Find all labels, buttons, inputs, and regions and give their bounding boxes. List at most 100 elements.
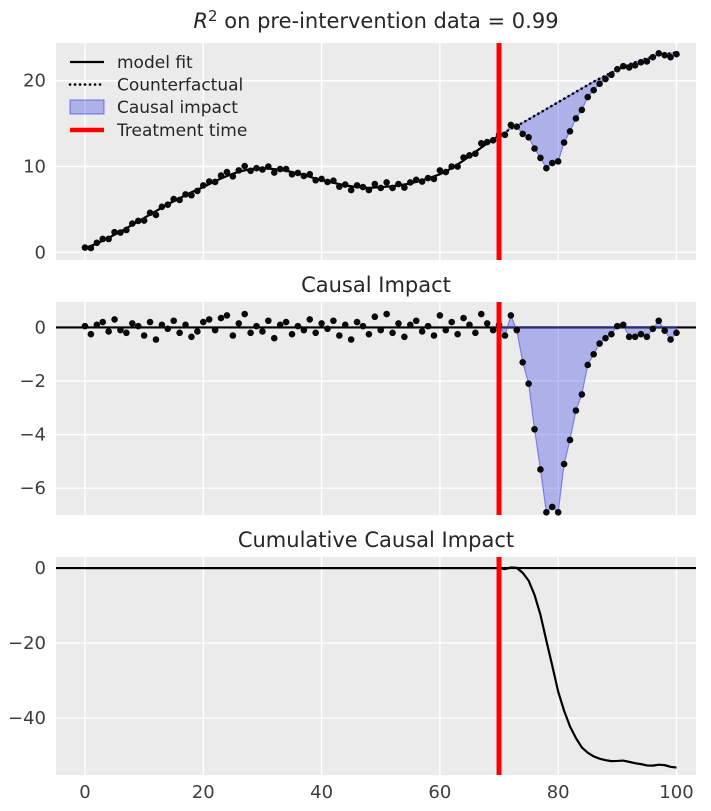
impact-point — [158, 321, 166, 329]
impact-point — [129, 320, 136, 327]
impact-point — [93, 321, 101, 329]
impact-point — [182, 321, 189, 329]
observed-point — [211, 178, 219, 186]
impact-point — [164, 325, 172, 333]
impact-point — [661, 327, 668, 334]
observed-point — [341, 181, 349, 188]
observed-point — [330, 177, 337, 184]
observed-point — [548, 159, 556, 167]
panel-3: 0 −20 −40 0 20 40 60 80 100 — [8, 557, 696, 803]
observed-point — [649, 53, 657, 61]
impact-point — [619, 321, 627, 329]
impact-point — [134, 322, 142, 330]
impact-point — [205, 316, 213, 323]
y-tick-label: 0 — [35, 558, 46, 579]
observed-point — [525, 134, 532, 141]
observed-point — [194, 187, 201, 195]
observed-point — [655, 49, 663, 57]
impact-point — [483, 320, 491, 327]
observed-point — [105, 235, 112, 243]
impact-point — [442, 326, 450, 334]
observed-point — [442, 168, 450, 176]
observed-point — [324, 178, 331, 186]
impact-point — [176, 329, 183, 337]
y-tick-label: 0 — [35, 317, 46, 338]
impact-point — [265, 317, 272, 325]
impact-point — [519, 358, 526, 366]
panel-2: 0 −2 −4 −6 — [19, 302, 696, 516]
observed-point — [637, 58, 645, 66]
observed-point — [259, 166, 266, 173]
counterfactual-line — [497, 51, 678, 137]
legend-label: Treatment time — [116, 121, 247, 141]
impact-point — [259, 328, 266, 335]
impact-point — [424, 322, 432, 330]
observed-point — [625, 64, 633, 71]
impact-point — [655, 317, 663, 325]
impact-point — [554, 509, 562, 516]
impact-point — [341, 321, 349, 329]
observed-point — [182, 191, 189, 198]
observed-point — [424, 174, 432, 182]
x-tick-label: 20 — [192, 782, 215, 803]
impact-point — [501, 332, 509, 339]
impact-point — [436, 312, 444, 319]
observed-point — [99, 235, 107, 243]
observed-point — [276, 165, 284, 173]
impact-point — [330, 317, 337, 325]
observed-point — [572, 115, 580, 122]
observed-point — [477, 140, 485, 147]
impact-point — [371, 313, 379, 321]
impact-point — [229, 332, 237, 339]
impact-point — [596, 340, 603, 347]
impact-point — [631, 333, 639, 341]
legend-label: model fit — [117, 53, 193, 73]
impact-point — [353, 318, 361, 326]
observed-point — [519, 130, 526, 138]
impact-point — [105, 328, 112, 335]
observed-point — [164, 201, 172, 208]
observed-point — [265, 163, 272, 170]
impact-point — [472, 329, 479, 337]
observed-point — [241, 162, 248, 170]
observed-point — [288, 170, 296, 178]
x-tick-label: 100 — [659, 782, 693, 803]
impact-point — [584, 361, 592, 369]
observed-point — [466, 152, 473, 159]
y-tick-label: −6 — [19, 478, 46, 499]
y-tick-label: −40 — [8, 708, 46, 729]
observed-point — [270, 169, 278, 176]
r-superscript: 2 — [208, 7, 218, 25]
impact-point — [649, 325, 657, 333]
observed-point — [566, 128, 574, 135]
impact-point — [608, 330, 615, 338]
observed-point — [217, 172, 225, 179]
observed-point — [507, 121, 515, 129]
observed-point — [306, 170, 314, 178]
observed-point — [223, 168, 231, 176]
observed-point — [117, 229, 124, 236]
impact-point — [288, 330, 296, 338]
impact-point — [123, 329, 130, 337]
impact-point — [87, 330, 95, 338]
observed-point — [436, 167, 444, 174]
legend-label: Counterfactual — [117, 76, 243, 96]
impact-point — [507, 312, 515, 319]
observed-point — [81, 244, 89, 251]
impact-point — [430, 332, 438, 339]
observed-point — [123, 226, 130, 234]
impact-point — [572, 407, 580, 414]
observed-point — [229, 173, 237, 180]
impact-fill-region — [498, 313, 678, 514]
impact-point — [477, 310, 485, 318]
impact-point — [223, 312, 231, 319]
observed-point — [253, 164, 260, 172]
impact-point — [318, 320, 325, 327]
impact-point — [81, 322, 89, 330]
observed-scatter — [81, 49, 680, 252]
impact-point — [395, 320, 402, 327]
axes-background — [56, 43, 696, 260]
observed-point — [643, 58, 651, 65]
impact-point — [235, 320, 243, 327]
